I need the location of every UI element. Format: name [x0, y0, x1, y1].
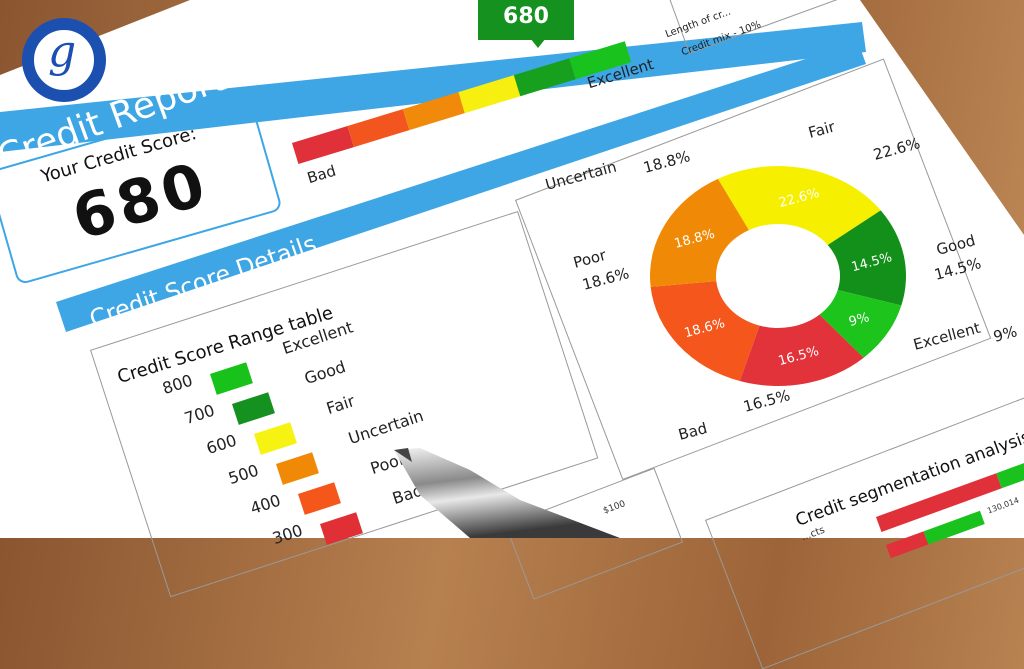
donut-slice-excellent — [819, 289, 902, 358]
score-marker-value: 680 — [503, 4, 549, 29]
donut-slice-value: 9% — [847, 310, 871, 330]
donut-slice-good — [827, 210, 907, 306]
donut-slice-bad — [739, 314, 864, 386]
donut-slice-poor — [650, 281, 760, 381]
donut-outer-value: 9% — [991, 322, 1019, 346]
score-marker: 680 — [478, 0, 574, 48]
donut-slice-uncertain — [650, 178, 749, 287]
donut-slice-fair — [717, 166, 881, 245]
pen-image — [394, 448, 620, 538]
